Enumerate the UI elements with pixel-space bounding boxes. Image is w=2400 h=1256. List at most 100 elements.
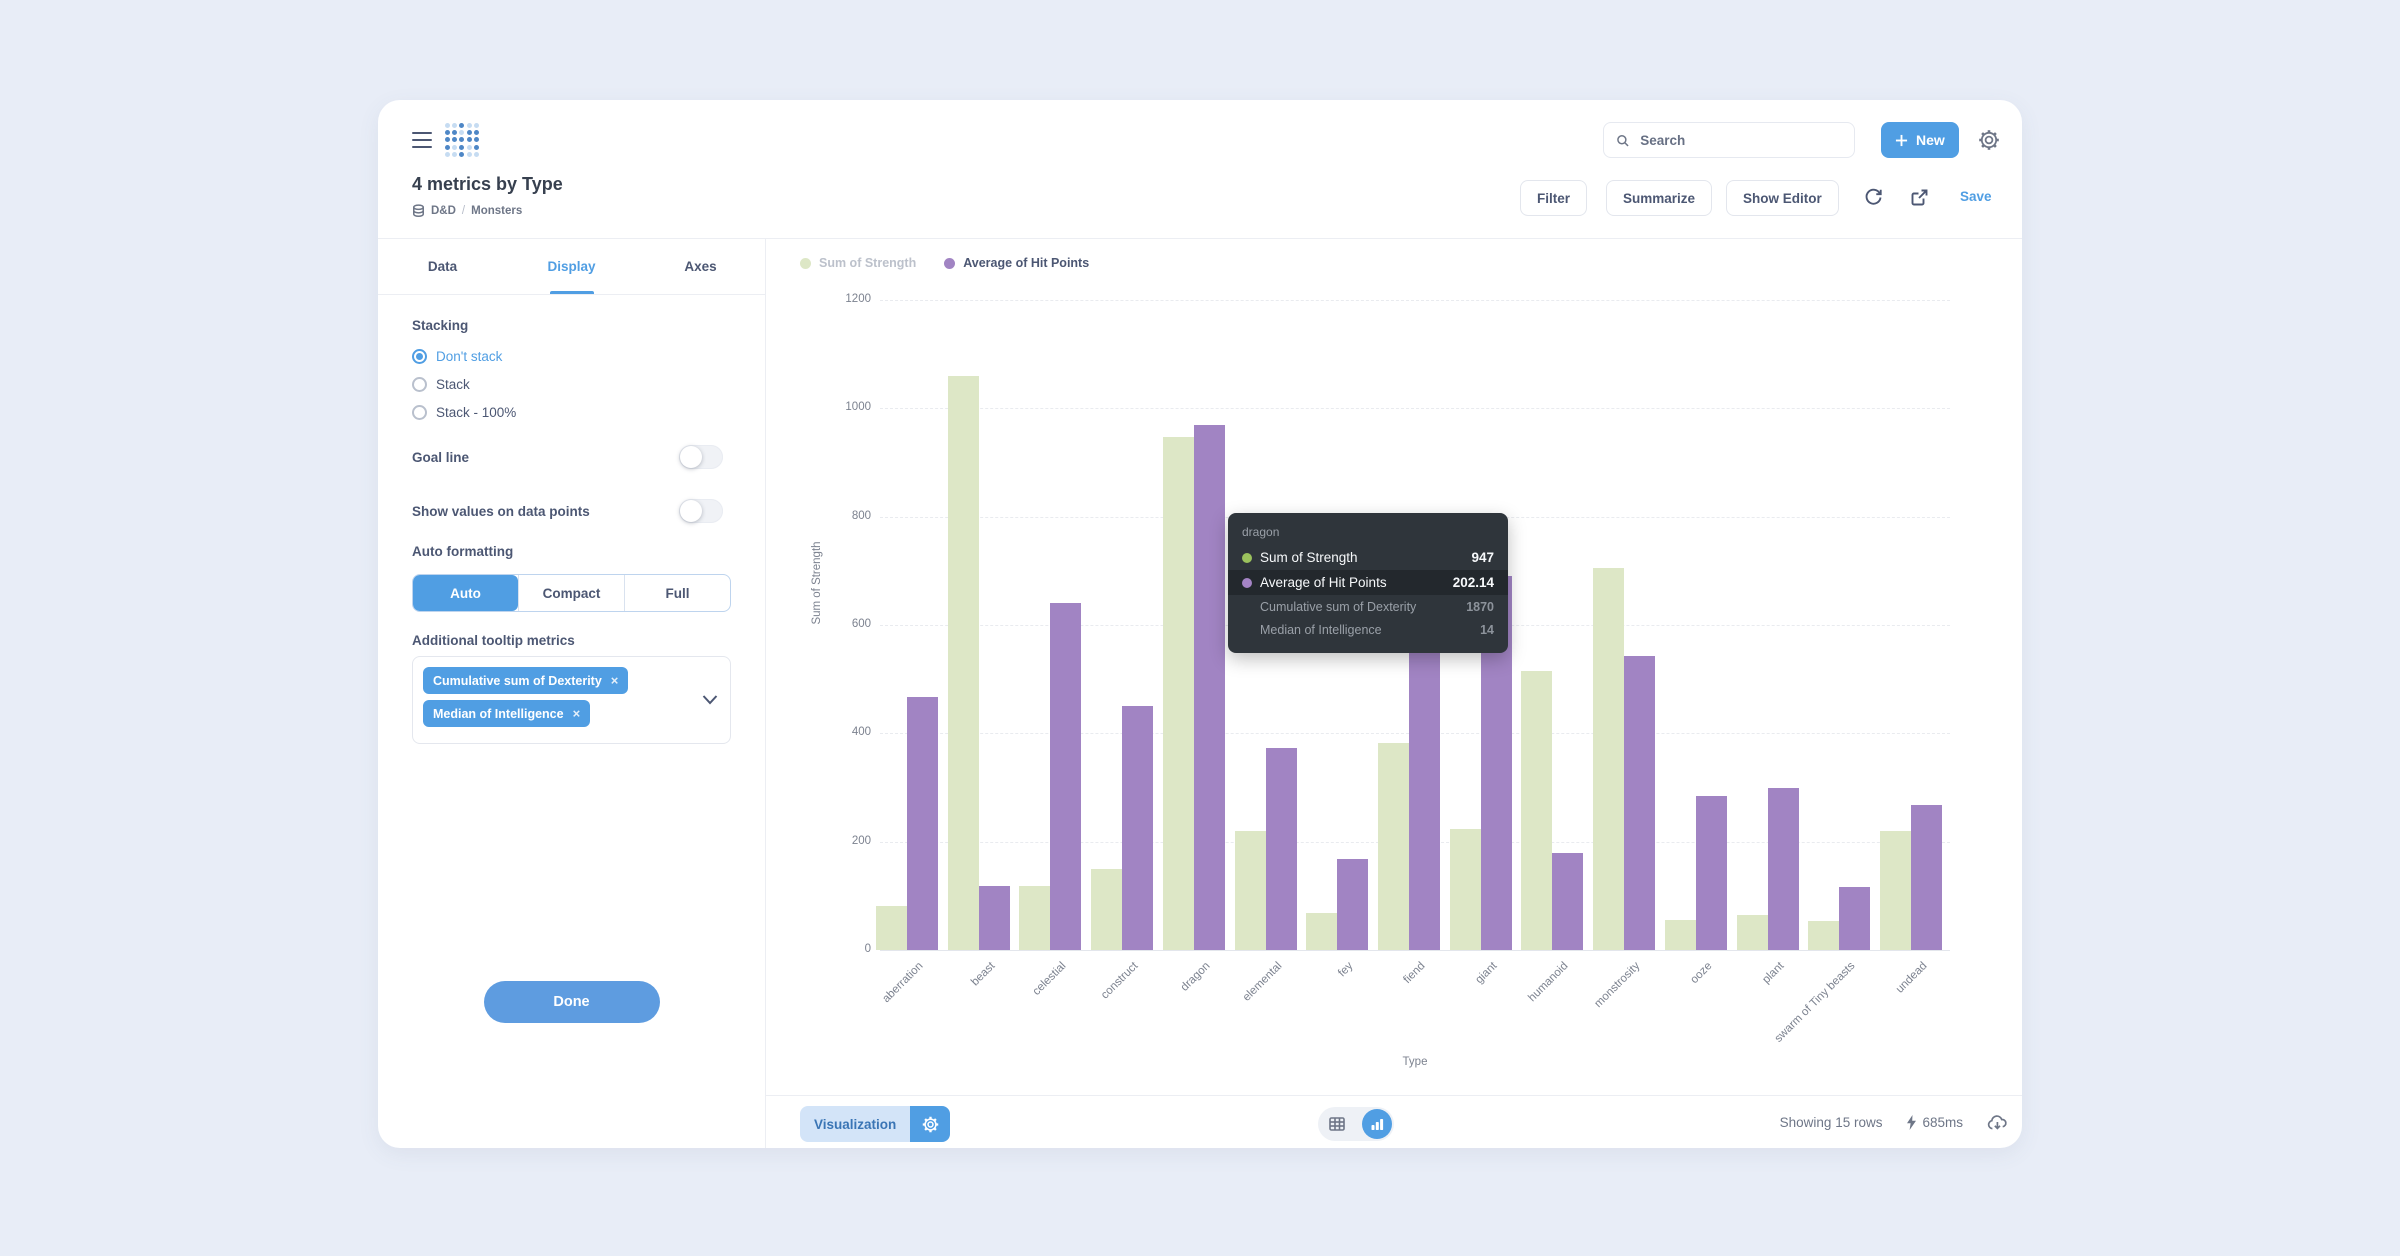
breadcrumb-separator: /	[461, 205, 466, 217]
x-axis-label: construct	[1099, 960, 1141, 1002]
hamburger-menu-icon[interactable]	[412, 132, 432, 148]
bar-construct-strength[interactable]	[1091, 869, 1123, 950]
lightning-icon	[1907, 1114, 1917, 1130]
remove-chip-icon[interactable]: ×	[610, 673, 619, 688]
share-icon[interactable]	[1910, 188, 1929, 207]
done-button[interactable]: Done	[483, 981, 660, 1023]
bar-fiend-strength[interactable]	[1377, 743, 1409, 950]
tooltip-row-label: Sum of Strength	[1260, 550, 1358, 565]
format-option-auto[interactable]: Auto	[413, 575, 518, 611]
search-field[interactable]	[1638, 131, 1842, 149]
refresh-icon[interactable]	[1864, 188, 1883, 207]
x-axis-label: aberration	[880, 960, 926, 1006]
bar-fey-hit-points[interactable]	[1337, 859, 1369, 950]
remove-chip-icon[interactable]: ×	[572, 706, 581, 721]
bar-celestial-hit-points[interactable]	[1050, 602, 1082, 950]
bar-monstrosity-hit-points[interactable]	[1624, 655, 1656, 950]
show-values-toggle[interactable]	[679, 499, 723, 523]
page-title: 4 metrics by Type	[412, 174, 563, 194]
bar-plant-strength[interactable]	[1736, 914, 1768, 950]
legend-item[interactable]: Sum of Strength	[800, 256, 916, 270]
bar-swarm-of-Tiny-beasts-strength[interactable]	[1808, 920, 1840, 950]
tooltip-row: Average of Hit Points 202.14	[1228, 570, 1508, 595]
chart-view-icon[interactable]	[1362, 1109, 1392, 1139]
table-view-icon[interactable]	[1328, 1115, 1346, 1133]
bar-ooze-strength[interactable]	[1664, 919, 1696, 950]
tooltip-metrics-label: Additional tooltip metrics	[412, 633, 575, 648]
bar-monstrosity-strength[interactable]	[1593, 567, 1625, 950]
bar-undead-hit-points[interactable]	[1910, 805, 1942, 950]
x-axis-label: fey	[1336, 960, 1356, 980]
tooltip-row-label: Cumulative sum of Dexterity	[1260, 599, 1417, 614]
goal-line-toggle[interactable]	[679, 445, 723, 469]
sidebar-divider	[765, 238, 766, 1148]
bar-humanoid-hit-points[interactable]	[1552, 852, 1584, 950]
cloud-download-icon[interactable]	[1987, 1114, 2008, 1131]
stacking-option-1[interactable]: Don't stack	[412, 344, 502, 368]
tooltip-metrics-picker[interactable]: Cumulative sum of Dexterity × Median of In…	[412, 656, 731, 744]
legend-label: Average of Hit Points	[963, 256, 1090, 270]
visualization-button[interactable]: Visualization	[800, 1106, 951, 1142]
bar-undead-strength[interactable]	[1879, 830, 1911, 950]
logo-dot	[445, 137, 451, 143]
bar-giant-strength[interactable]	[1449, 828, 1481, 950]
bar-dragon-strength[interactable]	[1162, 437, 1194, 950]
legend-item[interactable]: Average of Hit Points	[944, 256, 1089, 270]
logo-dot	[466, 123, 472, 129]
visualization-settings-gear-icon[interactable]	[910, 1106, 951, 1142]
breadcrumb-collection[interactable]: D&D	[431, 205, 456, 217]
bar-aberration-strength[interactable]	[876, 906, 907, 950]
bar-beast-strength[interactable]	[947, 375, 979, 950]
metabase-logo-icon[interactable]	[444, 122, 480, 158]
tab-display[interactable]: Display	[507, 238, 636, 294]
bar-plant-hit-points[interactable]	[1767, 787, 1799, 950]
show-editor-button[interactable]: Show Editor	[1726, 180, 1839, 216]
gridline	[880, 408, 1950, 410]
tab-data[interactable]: Data	[427, 258, 458, 274]
tab-axes[interactable]: Axes	[684, 258, 717, 274]
stacking-option-3[interactable]: Stack - 100%	[412, 400, 516, 424]
stacking-option-2[interactable]: Stack	[412, 372, 470, 396]
legend-label: Sum of Strength	[819, 256, 917, 270]
bar-aberration-hit-points[interactable]	[907, 697, 938, 950]
y-axis-tick-label: 0	[864, 943, 871, 955]
filter-button[interactable]: Filter	[1520, 180, 1588, 216]
x-axis-label: undead	[1893, 960, 1930, 996]
chevron-down-icon[interactable]	[702, 695, 718, 706]
bar-celestial-strength[interactable]	[1019, 886, 1051, 950]
y-axis-tick-label: 1200	[845, 293, 871, 305]
bar-elemental-hit-points[interactable]	[1265, 747, 1297, 950]
chip-label: Cumulative sum of Dexterity	[433, 673, 602, 688]
footer-status-group: Showing 15 rows 685ms	[1780, 1096, 2008, 1148]
bar-fey-strength[interactable]	[1306, 913, 1338, 950]
logo-dot	[466, 130, 472, 136]
tooltip-row-value: 14	[1480, 622, 1494, 637]
logo-dot	[459, 144, 465, 150]
visualization-button-label: Visualization	[800, 1106, 911, 1142]
new-button[interactable]: New	[1881, 122, 1959, 158]
save-button[interactable]: Save	[1960, 189, 1992, 204]
settings-gear-icon[interactable]	[1978, 129, 2000, 151]
format-option-full[interactable]: Full	[624, 575, 730, 611]
bar-swarm-of-Tiny-beasts-hit-points[interactable]	[1839, 887, 1871, 950]
breadcrumb-table[interactable]: Monsters	[471, 205, 523, 217]
tooltip-metric-chip[interactable]: Median of Intelligence ×	[423, 700, 591, 727]
search-icon	[1617, 134, 1629, 146]
new-button-label: New	[1916, 132, 1945, 148]
bar-elemental-strength[interactable]	[1234, 831, 1266, 950]
tooltip-row: Sum of Strength 947	[1242, 545, 1494, 570]
y-axis-tick-label: 200	[851, 834, 871, 847]
search-input[interactable]	[1603, 122, 1855, 158]
tooltip-metric-chip[interactable]: Cumulative sum of Dexterity ×	[423, 667, 629, 694]
y-axis-tick-label: 1000	[845, 401, 871, 414]
bar-humanoid-strength[interactable]	[1521, 670, 1553, 950]
bar-dragon-hit-points[interactable]	[1193, 425, 1225, 950]
summarize-button[interactable]: Summarize	[1606, 180, 1713, 216]
bar-construct-hit-points[interactable]	[1122, 706, 1154, 950]
chart-canvas[interactable]: Sum of Strength Average of Hit Points Sum…	[765, 238, 2022, 1095]
bar-ooze-hit-points[interactable]	[1695, 796, 1727, 950]
bar-beast-hit-points[interactable]	[978, 885, 1010, 950]
format-option-compact[interactable]: Compact	[518, 575, 624, 611]
logo-dot	[459, 151, 465, 157]
